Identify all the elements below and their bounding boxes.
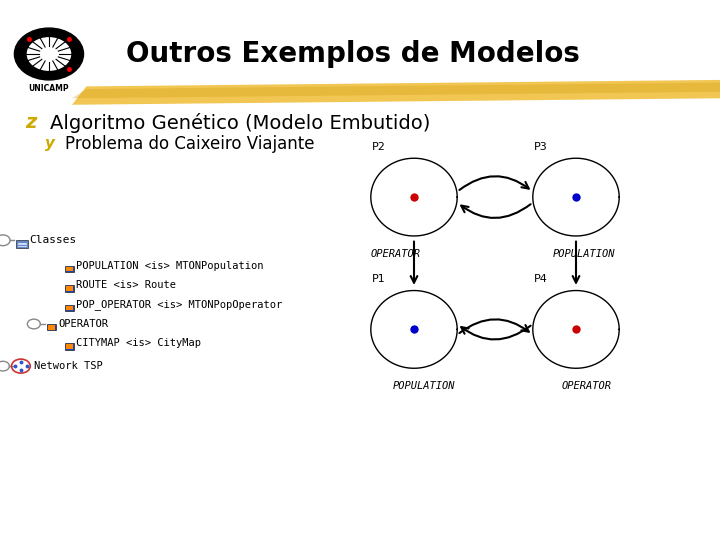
Text: POPULATION: POPULATION	[392, 381, 455, 391]
Text: ROUTE <is> Route: ROUTE <is> Route	[76, 280, 176, 290]
Text: P3: P3	[534, 141, 548, 152]
Text: CITYMAP <is> CityMap: CITYMAP <is> CityMap	[76, 339, 202, 348]
Text: POPULATION: POPULATION	[553, 249, 616, 259]
Text: OPERATOR: OPERATOR	[58, 319, 108, 329]
Bar	[16, 240, 28, 248]
Bar	[66, 286, 73, 291]
Text: P2: P2	[372, 141, 386, 152]
Text: Network TSP: Network TSP	[34, 361, 102, 371]
Text: Classes: Classes	[29, 235, 76, 245]
Text: UNICAMP: UNICAMP	[29, 84, 69, 93]
Text: Outros Exemplos de Modelos: Outros Exemplos de Modelos	[126, 40, 580, 68]
Bar	[66, 306, 73, 310]
Bar	[47, 324, 56, 330]
Circle shape	[14, 28, 84, 80]
Text: P4: P4	[534, 274, 548, 284]
Text: z: z	[25, 113, 37, 132]
Bar	[66, 345, 73, 349]
Text: POP_OPERATOR <is> MTONPopOperator: POP_OPERATOR <is> MTONPopOperator	[76, 299, 282, 310]
Polygon shape	[72, 80, 720, 105]
Bar	[65, 343, 74, 350]
Bar	[48, 325, 55, 329]
Bar	[65, 305, 74, 311]
Text: POPULATION <is> MTONPopulation: POPULATION <is> MTONPopulation	[76, 261, 264, 271]
Text: OPERATOR: OPERATOR	[371, 249, 420, 259]
Text: OPERATOR: OPERATOR	[562, 381, 611, 391]
Text: Algoritmo Genético (Modelo Embutido): Algoritmo Genético (Modelo Embutido)	[50, 112, 431, 133]
Bar	[66, 267, 73, 271]
Bar	[65, 266, 74, 272]
Polygon shape	[72, 83, 720, 98]
Bar	[65, 285, 74, 292]
Text: Problema do Caixeiro Viajante: Problema do Caixeiro Viajante	[65, 134, 315, 153]
Text: P1: P1	[372, 274, 386, 284]
Text: y: y	[45, 136, 55, 151]
Circle shape	[27, 38, 71, 70]
